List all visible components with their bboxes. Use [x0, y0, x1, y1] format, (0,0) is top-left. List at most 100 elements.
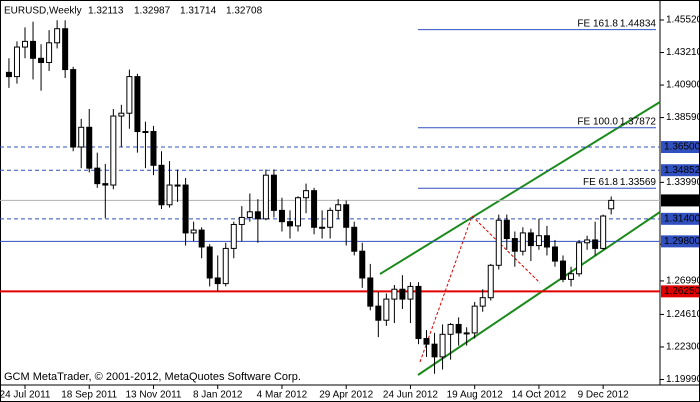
- candle-body: [134, 76, 141, 133]
- current-price-label: 1.32708: [664, 195, 700, 206]
- fib-level-value: 1.33569: [620, 177, 657, 188]
- channel-lower: [417, 211, 661, 376]
- candle-body: [383, 298, 390, 321]
- candle-body: [86, 126, 93, 169]
- candle-body: [415, 285, 422, 340]
- candle-body: [174, 184, 181, 187]
- level-tag: [661, 141, 699, 154]
- candle-body: [439, 333, 446, 358]
- candle-body: [592, 239, 599, 249]
- candle-body: [600, 215, 607, 249]
- level-tag-label: 1.31400: [664, 213, 700, 224]
- candle-body: [286, 221, 293, 227]
- candle-body: [62, 28, 69, 71]
- candle-body: [447, 323, 454, 335]
- candle-body: [46, 42, 53, 64]
- x-tick-label: 9 Dec 2012: [578, 390, 630, 401]
- candle-body: [303, 190, 310, 199]
- candle-body: [407, 285, 414, 300]
- candle-body: [511, 238, 518, 252]
- y-tick-label: 1.40900: [666, 80, 700, 91]
- candle-body: [423, 338, 430, 345]
- candle-body: [262, 174, 269, 220]
- candle-body: [158, 164, 165, 206]
- fib-level-value: 1.44834: [620, 18, 657, 29]
- candle-body: [94, 167, 101, 185]
- candle-body: [471, 305, 478, 334]
- candle-body: [367, 277, 374, 307]
- level-tag-label: 1.29800: [664, 236, 700, 247]
- candle-body: [110, 115, 117, 186]
- x-tick-label: 24 Jul 2011: [0, 390, 51, 401]
- candle-body: [142, 131, 149, 134]
- header-close: 1.32708: [226, 6, 263, 17]
- candle-body: [391, 288, 398, 300]
- x-tick-label: 14 Oct 2012: [512, 390, 567, 401]
- y-tick-label: 1.19990: [666, 374, 700, 385]
- level-tag: [661, 212, 699, 225]
- candle-body: [375, 305, 382, 321]
- candle-body: [38, 57, 45, 64]
- candle-body: [126, 76, 133, 114]
- candle-body: [359, 250, 366, 279]
- fib-level-name: FE 100.0: [577, 116, 618, 127]
- candle-body: [479, 297, 486, 307]
- candle-body: [246, 211, 253, 218]
- y-tick-label: 1.43210: [666, 47, 700, 58]
- candle-body: [495, 219, 502, 266]
- x-tick-label: 4 Mar 2012: [257, 390, 308, 401]
- candle-body: [551, 246, 558, 262]
- candle-body: [54, 28, 61, 44]
- candle-body: [30, 40, 37, 59]
- y-tick-label: 1.38590: [666, 112, 700, 123]
- candle-body: [102, 183, 109, 186]
- fibo-expansion-path: [419, 215, 541, 363]
- candle-body: [503, 219, 510, 240]
- header-open: 1.32113: [88, 6, 124, 17]
- price-tags: 1.36500 1.34852 1.31400 1.29800 1.26250 1.327…: [661, 141, 700, 298]
- y-tick-label: 1.26990: [666, 276, 700, 287]
- candle-body: [519, 232, 526, 252]
- level-tag: [661, 235, 699, 248]
- candle-body: [431, 343, 438, 358]
- level-tag: [661, 285, 699, 298]
- candle-body: [568, 273, 575, 280]
- header-low: 1.31714: [180, 6, 217, 17]
- candle-body: [206, 246, 213, 279]
- candle-body: [576, 242, 583, 275]
- candle-body: [335, 204, 342, 211]
- candle-body: [222, 247, 229, 285]
- candle-body: [527, 232, 534, 247]
- candle-body: [399, 288, 406, 300]
- symbol-label: EURUSD,Weekly: [4, 6, 82, 17]
- candle-body: [487, 264, 494, 299]
- header-high: 1.32987: [134, 6, 171, 17]
- candle-body: [455, 323, 462, 334]
- x-tick-label: 13 Nov 2011: [125, 390, 181, 401]
- candles: [5, 20, 615, 374]
- candle-body: [295, 197, 302, 227]
- candle-body: [214, 277, 221, 285]
- candle-body: [270, 174, 277, 211]
- candle-body: [463, 332, 470, 335]
- candle-body: [22, 40, 28, 48]
- x-tick-label: 24 Jun 2012: [383, 390, 438, 401]
- candle-body: [535, 235, 542, 247]
- candle-body: [560, 260, 567, 280]
- y-tick-label: 1.45520: [666, 15, 700, 26]
- candle-body: [311, 190, 318, 228]
- fib-level-name: FE 61.8: [583, 177, 618, 188]
- candle-body: [5, 71, 12, 78]
- candle-body: [190, 229, 197, 234]
- level-tag-label: 1.34852: [664, 165, 700, 176]
- footer: GCM MetaTrader, © 2001-2012, MetaQuotes …: [4, 371, 301, 383]
- level-tag: [661, 164, 699, 177]
- y-tick-label: 1.24610: [666, 309, 700, 320]
- x-tick-label: 19 Aug 2012: [447, 390, 504, 401]
- candle-body: [78, 126, 85, 148]
- candle-body: [150, 131, 157, 166]
- level-tag-label: 1.36500: [664, 142, 700, 153]
- candle-body: [278, 209, 285, 223]
